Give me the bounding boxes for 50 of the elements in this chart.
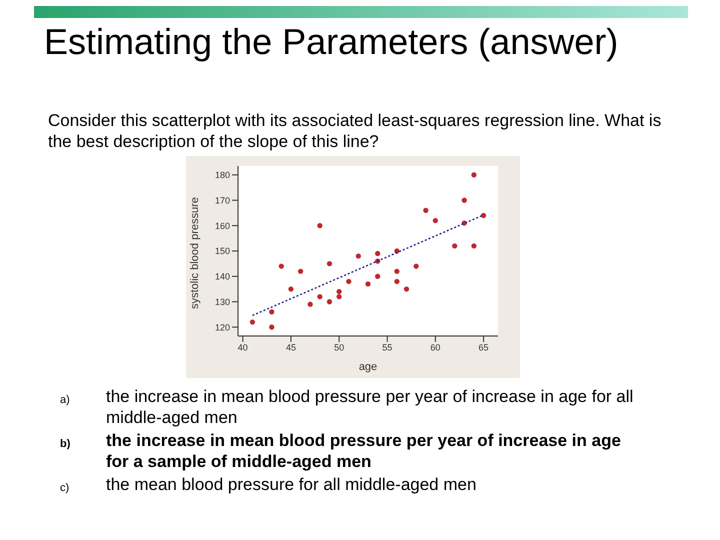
x-axis-title: age bbox=[358, 361, 378, 373]
x-tick-label: 50 bbox=[334, 342, 344, 352]
y-tick-label: 170 bbox=[214, 195, 230, 206]
point bbox=[317, 294, 322, 300]
point bbox=[375, 274, 380, 279]
point bbox=[414, 264, 419, 269]
point bbox=[308, 302, 313, 307]
text: the mean blood pressure for all middle-aged men bbox=[106, 474, 478, 496]
point bbox=[480, 212, 486, 218]
x-tick-label: 55 bbox=[382, 342, 392, 352]
y-tick-label: 180 bbox=[214, 170, 230, 180]
x-tick-label: 40 bbox=[238, 342, 248, 352]
point bbox=[394, 278, 400, 284]
point bbox=[269, 309, 274, 314]
point bbox=[375, 250, 380, 256]
point bbox=[326, 299, 332, 304]
text: b) bbox=[60, 437, 72, 452]
point bbox=[452, 243, 458, 249]
point bbox=[471, 172, 477, 178]
point bbox=[356, 253, 361, 259]
x-tick-label: 60 bbox=[430, 342, 440, 352]
y-tick-label: 130 bbox=[214, 296, 230, 307]
point bbox=[317, 223, 322, 228]
y-axis-title: systolic blood pressure bbox=[188, 197, 201, 309]
point bbox=[269, 324, 274, 330]
point bbox=[298, 268, 304, 274]
point bbox=[423, 208, 428, 214]
point bbox=[336, 294, 342, 300]
chart-subtitle: Consider this scatterplot with its associated least-squares regression line. What is the best description of the slope of this line? bbox=[48, 110, 662, 152]
point bbox=[462, 198, 467, 203]
point bbox=[404, 286, 410, 292]
point bbox=[250, 319, 256, 325]
point bbox=[326, 261, 332, 266]
x-tick-label: 45 bbox=[286, 342, 296, 352]
point bbox=[288, 286, 294, 292]
text: a) bbox=[60, 393, 71, 408]
point bbox=[471, 243, 477, 249]
y-tick-label: 120 bbox=[214, 322, 230, 332]
y-tick-label: 150 bbox=[214, 246, 230, 256]
x-tick-label: 65 bbox=[478, 342, 489, 352]
point bbox=[278, 264, 284, 269]
point bbox=[394, 268, 400, 274]
y-tick-label: 140 bbox=[214, 272, 230, 282]
y-tick-label: 160 bbox=[214, 220, 230, 231]
chart-title: Estimating the Parameters (answer) bbox=[44, 21, 620, 62]
text: c) bbox=[60, 481, 70, 496]
point bbox=[365, 281, 371, 287]
point bbox=[346, 278, 352, 284]
point bbox=[336, 288, 342, 294]
point bbox=[432, 218, 438, 224]
